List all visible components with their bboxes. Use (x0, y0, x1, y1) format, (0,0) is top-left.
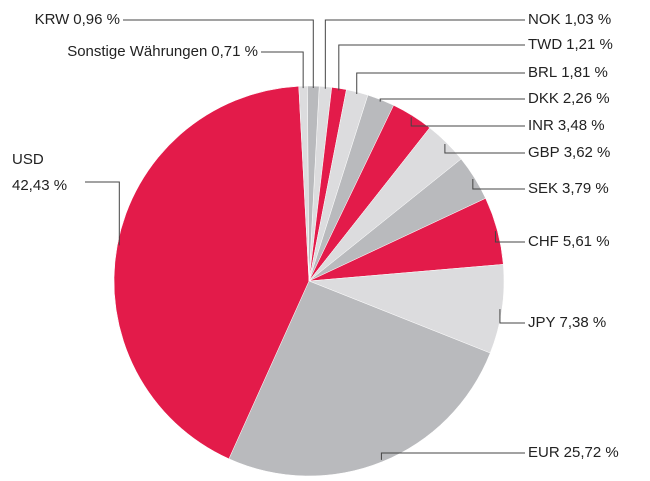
value-label: 0,71 % (211, 43, 258, 60)
slice-label: DKK 2,26 % (528, 90, 610, 107)
category-label: BRL (528, 64, 557, 81)
leader-line (499, 309, 525, 324)
value-label: 1,03 % (565, 11, 612, 28)
slice-label: GBP 3,62 % (528, 144, 610, 161)
value-label: 7,38 % (560, 314, 607, 331)
value-label: 25,72 % (564, 444, 619, 461)
slice-label: SEK 3,79 % (528, 180, 609, 197)
slice-label: EUR 25,72 % (528, 444, 619, 461)
leader-line (380, 452, 525, 460)
leader-line (379, 98, 525, 102)
slice-label: TWD 1,21 % (528, 36, 613, 53)
category-label: INR (528, 117, 554, 134)
leader-line (410, 117, 525, 127)
value-label: 5,61 % (563, 233, 610, 250)
leader-line (356, 72, 525, 94)
leader-line (324, 19, 525, 89)
leader-line (494, 231, 525, 243)
leader-line (123, 19, 314, 89)
value-label: 3,48 % (558, 117, 605, 134)
slice-label: JPY 7,38 % (528, 314, 606, 331)
value-label: 1,21 % (566, 36, 613, 53)
slice-label: CHF 5,61 % (528, 233, 610, 250)
category-label: USD (12, 151, 44, 168)
category-label: KRW (35, 11, 71, 28)
slice-label: NOK 1,03 % (528, 11, 611, 28)
value-label: 3,62 % (564, 144, 611, 161)
slice-label: USD 42,43 % (12, 151, 67, 194)
pie-slice (113, 86, 310, 460)
category-label: GBP (528, 144, 560, 161)
value-label: 1,81 % (561, 64, 608, 81)
value-label: 0,96 % (73, 11, 120, 28)
leader-line (261, 51, 304, 89)
category-label: JPY (528, 314, 556, 331)
category-label: Sonstige Währungen (67, 43, 207, 60)
leader-line (338, 44, 525, 91)
pie-slice (228, 280, 491, 477)
slice-label: KRW 0,96 % (35, 11, 120, 28)
slice-label: INR 3,48 % (528, 117, 605, 134)
slice-label: BRL 1,81 % (528, 64, 608, 81)
value-label: 3,79 % (562, 180, 609, 197)
category-label: TWD (528, 36, 562, 53)
category-label: NOK (528, 11, 561, 28)
leader-line (472, 178, 525, 190)
category-label: SEK (528, 180, 558, 197)
leader-line (85, 181, 120, 246)
value-label: 42,43 % (12, 177, 67, 194)
category-label: CHF (528, 233, 559, 250)
category-label: DKK (528, 90, 559, 107)
leader-line (444, 143, 525, 154)
value-label: 2,26 % (563, 90, 610, 107)
category-label: EUR (528, 444, 560, 461)
slice-label: Sonstige Währungen 0,71 % (67, 43, 258, 60)
